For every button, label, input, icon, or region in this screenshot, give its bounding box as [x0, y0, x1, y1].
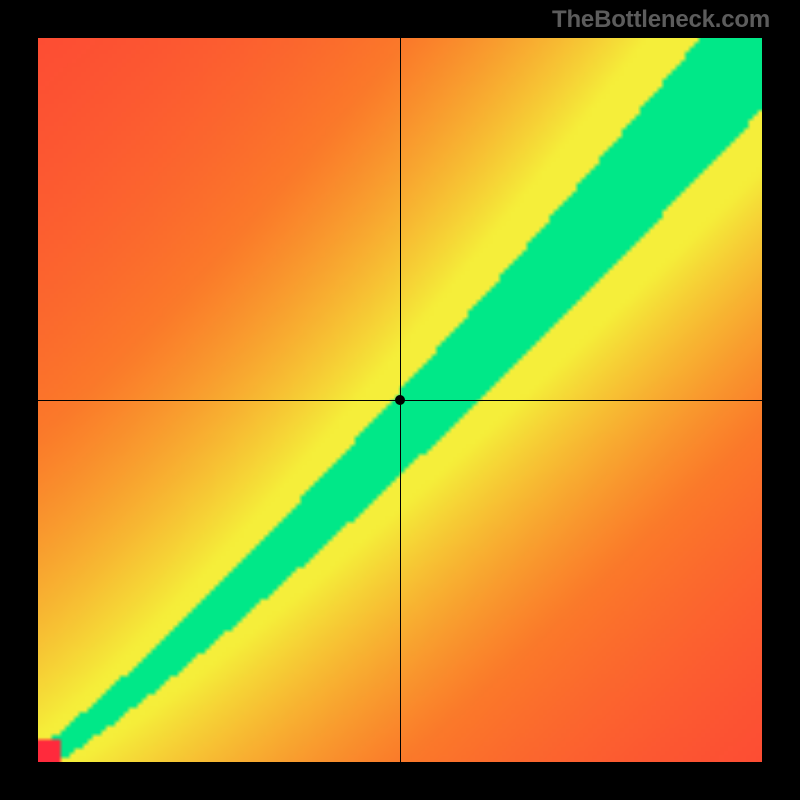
watermark-text: TheBottleneck.com	[552, 6, 770, 34]
heatmap-plot	[38, 38, 762, 762]
crosshair-dot	[395, 395, 405, 405]
